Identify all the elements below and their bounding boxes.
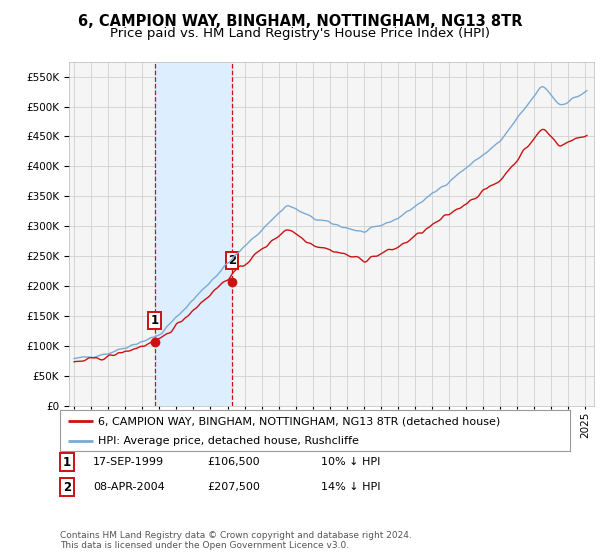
- Text: 6, CAMPION WAY, BINGHAM, NOTTINGHAM, NG13 8TR (detached house): 6, CAMPION WAY, BINGHAM, NOTTINGHAM, NG1…: [98, 417, 500, 426]
- Text: £106,500: £106,500: [207, 457, 260, 467]
- Text: 6, CAMPION WAY, BINGHAM, NOTTINGHAM, NG13 8TR: 6, CAMPION WAY, BINGHAM, NOTTINGHAM, NG1…: [78, 14, 522, 29]
- Text: 14% ↓ HPI: 14% ↓ HPI: [321, 482, 380, 492]
- Text: 2: 2: [63, 480, 71, 494]
- Text: 2: 2: [228, 254, 236, 267]
- Text: 08-APR-2004: 08-APR-2004: [93, 482, 165, 492]
- Text: HPI: Average price, detached house, Rushcliffe: HPI: Average price, detached house, Rush…: [98, 436, 359, 446]
- Text: 1: 1: [63, 455, 71, 469]
- Text: Price paid vs. HM Land Registry's House Price Index (HPI): Price paid vs. HM Land Registry's House …: [110, 27, 490, 40]
- Text: Contains HM Land Registry data © Crown copyright and database right 2024.
This d: Contains HM Land Registry data © Crown c…: [60, 530, 412, 550]
- Text: 1: 1: [151, 314, 158, 327]
- Text: £207,500: £207,500: [207, 482, 260, 492]
- Bar: [155, 62, 232, 406]
- Text: 17-SEP-1999: 17-SEP-1999: [93, 457, 164, 467]
- Text: 10% ↓ HPI: 10% ↓ HPI: [321, 457, 380, 467]
